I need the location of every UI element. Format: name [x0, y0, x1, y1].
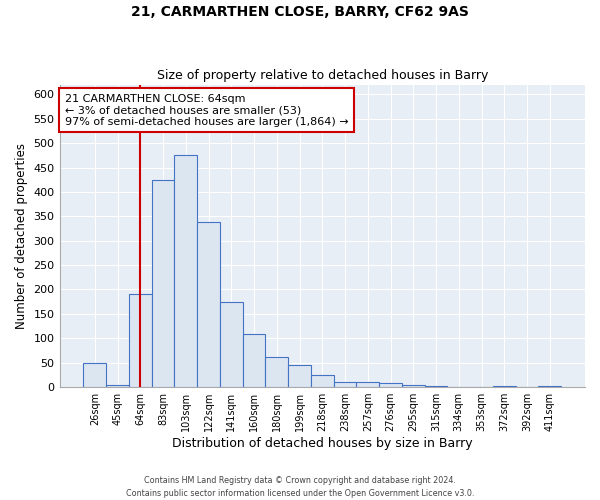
Bar — [129, 294, 152, 387]
Text: 21 CARMARTHEN CLOSE: 64sqm
← 3% of detached houses are smaller (53)
97% of semi-: 21 CARMARTHEN CLOSE: 64sqm ← 3% of detac… — [65, 94, 349, 127]
Bar — [265, 357, 288, 387]
Bar — [334, 382, 356, 387]
Title: Size of property relative to detached houses in Barry: Size of property relative to detached ho… — [157, 69, 488, 82]
Bar — [106, 384, 129, 387]
X-axis label: Distribution of detached houses by size in Barry: Distribution of detached houses by size … — [172, 437, 473, 450]
Bar — [83, 362, 106, 387]
Bar — [425, 386, 448, 387]
Text: Contains HM Land Registry data © Crown copyright and database right 2024.
Contai: Contains HM Land Registry data © Crown c… — [126, 476, 474, 498]
Bar — [197, 222, 220, 387]
Bar — [288, 365, 311, 387]
Text: 21, CARMARTHEN CLOSE, BARRY, CF62 9AS: 21, CARMARTHEN CLOSE, BARRY, CF62 9AS — [131, 5, 469, 19]
Bar — [311, 375, 334, 387]
Bar — [152, 180, 175, 387]
Bar — [538, 386, 561, 387]
Bar — [220, 302, 242, 387]
Bar — [493, 386, 515, 387]
Bar — [242, 334, 265, 387]
Bar — [175, 156, 197, 387]
Y-axis label: Number of detached properties: Number of detached properties — [15, 143, 28, 329]
Bar — [379, 383, 402, 387]
Bar — [402, 384, 425, 387]
Bar — [356, 382, 379, 387]
